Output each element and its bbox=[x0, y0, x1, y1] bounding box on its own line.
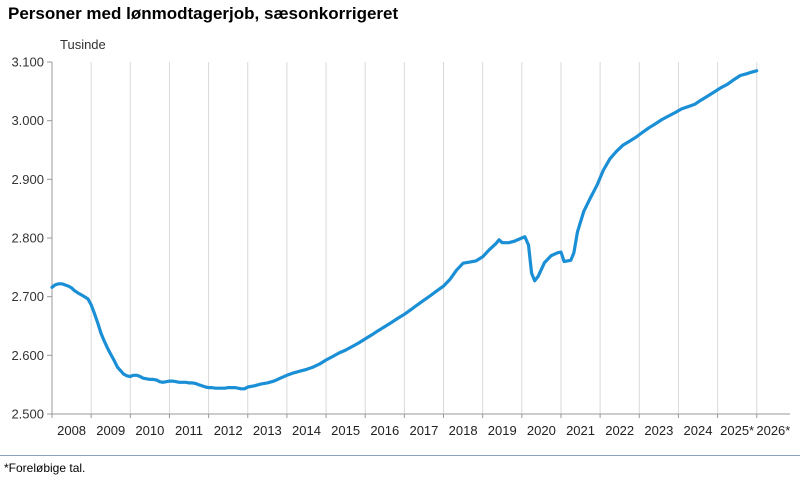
x-tick-label: 2013 bbox=[253, 423, 282, 438]
x-tick-label: 2026* bbox=[756, 423, 790, 438]
x-tick-label: 2024 bbox=[684, 423, 713, 438]
footnote: *Foreløbige tal. bbox=[4, 461, 86, 475]
y-axis-unit-label: Tusinde bbox=[60, 37, 106, 52]
x-tick-label: 2014 bbox=[292, 423, 321, 438]
series-layer bbox=[50, 69, 759, 391]
x-tick-label: 2010 bbox=[135, 423, 164, 438]
x-tick-label: 2012 bbox=[214, 423, 243, 438]
chart-title: Personer med lønmodtagerjob, sæsonkorrig… bbox=[8, 4, 399, 23]
x-tick-label: 2018 bbox=[449, 423, 478, 438]
y-tick-label: 2.700 bbox=[11, 289, 44, 304]
x-tick-label: 2008 bbox=[57, 423, 86, 438]
y-tick-label: 2.900 bbox=[11, 172, 44, 187]
y-tick-label: 3.000 bbox=[11, 113, 44, 128]
x-tick-label: 2025* bbox=[720, 423, 754, 438]
x-tick-label: 2015 bbox=[331, 423, 360, 438]
x-tick-label: 2023 bbox=[644, 423, 673, 438]
x-tick-label: 2017 bbox=[409, 423, 438, 438]
y-axis-ticks: 2.500 2.600 2.700 2.800 2.900 3.000 3.100 bbox=[11, 55, 52, 422]
series-line bbox=[50, 69, 759, 391]
y-tick-label: 3.100 bbox=[11, 55, 44, 70]
line-chart: 2.500 2.600 2.700 2.800 2.900 3.000 3.100 2008… bbox=[11, 55, 790, 439]
x-tick-label: 2020 bbox=[527, 423, 556, 438]
x-tick-label: 2021 bbox=[566, 423, 595, 438]
x-tick-label: 2016 bbox=[370, 423, 399, 438]
x-tick-label: 2009 bbox=[96, 423, 125, 438]
x-tick-label: 2022 bbox=[605, 423, 634, 438]
x-axis-ticks: 2008 2009 2010 2011 2012 2013 2014 2015 2016 2017… bbox=[51, 414, 790, 438]
y-tick-label: 2.600 bbox=[11, 348, 44, 363]
y-tick-label: 2.500 bbox=[11, 407, 44, 422]
footer-divider bbox=[0, 455, 800, 456]
axes bbox=[51, 62, 790, 415]
vertical-gridlines bbox=[90, 62, 758, 414]
x-tick-label: 2011 bbox=[175, 423, 203, 438]
x-tick-label: 2019 bbox=[488, 423, 517, 438]
y-tick-label: 2.800 bbox=[11, 231, 44, 246]
